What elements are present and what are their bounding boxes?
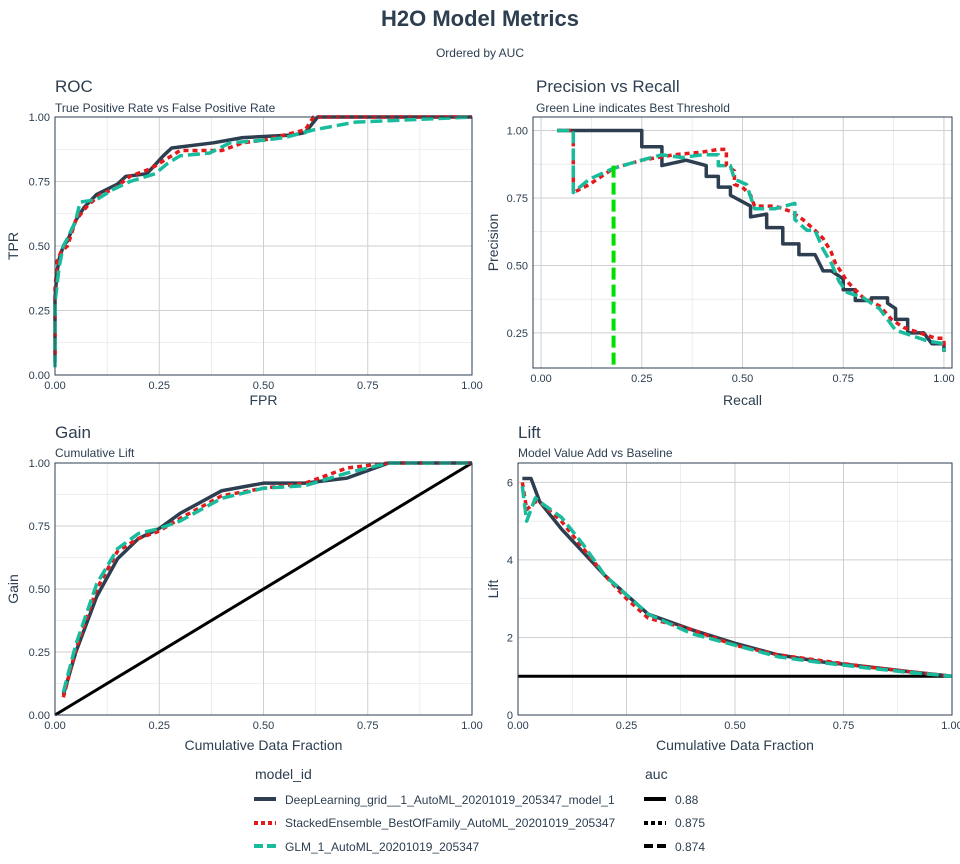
panel-4-subtitle: Model Value Add vs Baseline <box>518 446 673 460</box>
panel-1-xtick: 0.00 <box>44 380 65 392</box>
panel-2-ytick: 0.75 <box>507 193 528 205</box>
panel-1-xtick: 1.00 <box>461 380 482 392</box>
panel-2-ytick: 0.50 <box>507 260 528 272</box>
panel-1-ytick: 1.00 <box>29 112 50 124</box>
panel-1-ytick: 0.25 <box>29 306 50 318</box>
panel-2-series-1-line <box>557 128 946 352</box>
panel-2-ytick: 1.00 <box>507 125 528 137</box>
panel-3-ytick: 0.25 <box>29 647 50 659</box>
panel-4-xlabel: Cumulative Data Fraction <box>656 737 814 753</box>
legend-auc-3: 0.874 <box>675 840 706 854</box>
panel-3-border <box>54 462 473 716</box>
panel-3-ylabel: Gain <box>5 574 21 604</box>
panel-3-ytick: 0.50 <box>29 584 50 596</box>
panel-2-ylabel: Precision <box>485 214 501 272</box>
panel-1-ytick: 0.00 <box>29 370 50 382</box>
legend-label-deeplearning: DeepLearning_grid__1_AutoML_20201019_205… <box>285 793 615 807</box>
panel-4-xtick: 0.25 <box>616 720 637 732</box>
panel-2-series-2-line <box>557 128 946 352</box>
panel-3-ytick: 0.00 <box>29 710 50 722</box>
panel-3-subtitle: Cumulative Lift <box>55 446 135 460</box>
panel-1-series-3-line <box>53 115 473 368</box>
charts-canvas: ROC True Positive Rate vs False Positive … <box>5 77 960 753</box>
panel-2-ytick: 0.25 <box>507 328 528 340</box>
panel-4-series-1-line <box>522 476 953 678</box>
panel-1-ytick: 0.75 <box>29 177 50 189</box>
panel-3-xlabel: Cumulative Data Fraction <box>185 737 343 753</box>
panel-1-border <box>54 116 473 376</box>
panel-4-title: Lift <box>518 423 541 442</box>
panel-4-ytick: 4 <box>507 555 513 567</box>
panel-4-series-3-line <box>520 486 953 678</box>
panel-4-xtick: 0.75 <box>833 720 854 732</box>
panel-2-xtick: 1.00 <box>933 373 954 385</box>
panel-3-xtick: 0.25 <box>149 720 170 732</box>
legend-auc-keys <box>644 797 666 848</box>
panel-3-xtick: 0.50 <box>253 720 274 732</box>
panel-2-xtick: 0.00 <box>530 373 551 385</box>
panel-2-series-3-line <box>557 128 946 352</box>
panel-3-xtick: 0.00 <box>44 720 65 732</box>
panel-4-xtick: 1.00 <box>941 720 960 732</box>
legend-auc-title: auc <box>645 766 668 782</box>
panel-2-border <box>532 116 953 369</box>
panel-1-xtick: 0.25 <box>149 380 170 392</box>
panel-1-subtitle: True Positive Rate vs False Positive Rat… <box>55 101 276 115</box>
panel-4-border <box>517 462 953 716</box>
panel-4-xtick: 0.50 <box>724 720 745 732</box>
panel-4-series-2-line <box>520 482 953 678</box>
legend-auc-2: 0.875 <box>675 816 706 830</box>
legend-model-title: model_id <box>255 766 312 782</box>
panel-4-ytick: 0 <box>507 710 513 722</box>
panel-4-ytick: 2 <box>507 632 513 644</box>
chart-main-title: H2O Model Metrics <box>380 6 580 31</box>
panel-1-xtick: 0.50 <box>253 380 274 392</box>
panel-1-xlabel: FPR <box>250 392 278 408</box>
panel-3-title: Gain <box>55 423 91 442</box>
panel-1-title: ROC <box>55 77 93 96</box>
panel-3-series-3-line <box>61 461 472 693</box>
panel-3-baseline <box>54 461 473 717</box>
panel-1-ytick: 0.50 <box>29 241 50 253</box>
legend-label-glm: GLM_1_AutoML_20201019_205347 <box>285 840 480 854</box>
panel-2-xtick: 0.25 <box>631 373 652 385</box>
panel-3-series-2-line <box>61 461 472 698</box>
panel-2-xlabel: Recall <box>723 392 762 408</box>
panel-3-series-1-line <box>61 461 472 696</box>
panel-3-xtick: 0.75 <box>357 720 378 732</box>
panel-3-ytick: 0.75 <box>29 521 50 533</box>
panel-2-xtick: 0.75 <box>833 373 854 385</box>
panel-2-title: Precision vs Recall <box>536 77 680 96</box>
legend-model-keys <box>254 797 276 848</box>
panel-4-ylabel: Lift <box>485 580 501 599</box>
chart-main-subtitle: Ordered by AUC <box>435 46 525 60</box>
panel-3-ytick: 1.00 <box>29 458 50 470</box>
panel-2-subtitle: Green Line indicates Best Threshold <box>536 101 730 115</box>
legend-auc-1: 0.88 <box>675 793 699 807</box>
panel-2-xtick: 0.50 <box>732 373 753 385</box>
panel-1-ylabel: TPR <box>5 232 21 260</box>
legend-label-stackedensemble: StackedEnsemble_BestOfFamily_AutoML_2020… <box>285 816 616 830</box>
panel-1-xtick: 0.75 <box>357 380 378 392</box>
panel-4-xtick: 0.00 <box>507 720 528 732</box>
panel-4-ytick: 6 <box>507 477 513 489</box>
panel-3-xtick: 1.00 <box>461 720 482 732</box>
